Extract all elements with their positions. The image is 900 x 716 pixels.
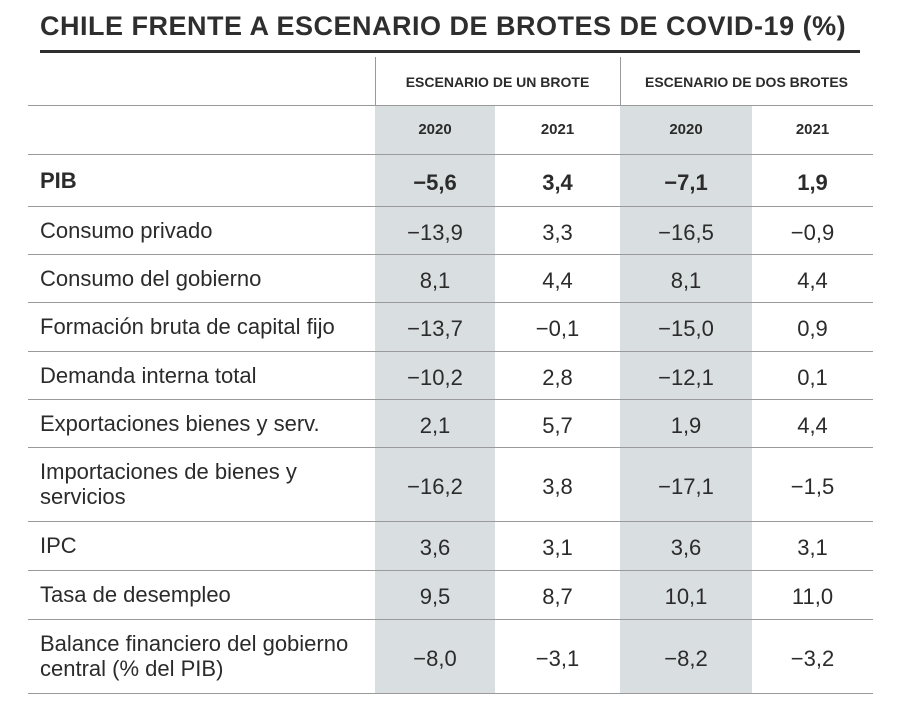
group-header-2: ESCENARIO DE DOS BROTES bbox=[644, 74, 849, 90]
row-rule bbox=[28, 302, 873, 303]
year-header-3: 2020 bbox=[669, 121, 703, 138]
group-divider bbox=[620, 57, 621, 105]
table-cell: −0,9 bbox=[790, 219, 835, 245]
group-divider bbox=[375, 57, 376, 105]
table-cell: 8,1 bbox=[670, 267, 702, 293]
row-label: Consumo privado bbox=[40, 217, 213, 243]
table-cell: −3,2 bbox=[790, 645, 835, 671]
table-cell: 4,4 bbox=[797, 412, 828, 438]
table-cell: −10,2 bbox=[407, 364, 463, 390]
year-header-4: 2021 bbox=[795, 121, 830, 138]
table-cell: −8,0 bbox=[413, 645, 457, 671]
row-rule bbox=[28, 570, 873, 571]
table-cell: 3,6 bbox=[419, 535, 451, 560]
table-cell: −13,7 bbox=[407, 316, 463, 341]
row-label: Importaciones de bienes y servicios bbox=[40, 459, 297, 509]
year-header-2: 2021 bbox=[540, 121, 575, 138]
row-label: Demanda interna total bbox=[40, 362, 257, 388]
row-rule bbox=[28, 693, 873, 694]
table-cell: 3,6 bbox=[670, 535, 702, 560]
table-cell: −7,1 bbox=[664, 169, 708, 195]
table-cell: −16,5 bbox=[658, 219, 714, 245]
row-label: Exportaciones bienes y serv. bbox=[40, 410, 320, 436]
year-header-1: 2020 bbox=[418, 121, 452, 138]
group-header-1: ESCENARIO DE UN BROTE bbox=[405, 74, 590, 90]
row-rule bbox=[28, 206, 873, 207]
table-cell: 2,8 bbox=[542, 364, 573, 390]
row-label: Balance financiero del gobierno central … bbox=[40, 631, 349, 681]
table-cell: 5,7 bbox=[542, 412, 573, 438]
table-cell: 3,8 bbox=[542, 473, 573, 499]
table-cell: 4,4 bbox=[797, 267, 828, 293]
table-cell: 8,7 bbox=[542, 584, 573, 609]
table-cell: 0,1 bbox=[797, 364, 828, 390]
table-cell: 10,1 bbox=[664, 584, 708, 609]
row-rule bbox=[28, 521, 873, 522]
table-cell: 9,5 bbox=[419, 584, 451, 609]
row-rule bbox=[28, 351, 873, 352]
table-cell: 0,9 bbox=[797, 316, 828, 341]
table-cell: 11,0 bbox=[791, 584, 834, 609]
table-cell: 3,1 bbox=[542, 535, 573, 560]
row-label: Formación bruta de capital fijo bbox=[40, 314, 335, 339]
row-rule bbox=[28, 254, 873, 255]
table-cell: −13,9 bbox=[407, 219, 463, 245]
table-cell: −17,1 bbox=[658, 473, 714, 499]
table-cell: 1,9 bbox=[670, 412, 702, 438]
table-cell: −15,0 bbox=[658, 316, 714, 341]
table-cell: −5,6 bbox=[413, 169, 457, 195]
table-cell: −8,2 bbox=[664, 645, 708, 671]
row-rule bbox=[28, 619, 873, 620]
table-cell: −0,1 bbox=[535, 316, 580, 341]
table-cell: 3,4 bbox=[542, 169, 573, 195]
row-label: Consumo del gobierno bbox=[40, 265, 262, 291]
row-rule bbox=[28, 399, 873, 400]
table-cell: 3,3 bbox=[542, 219, 573, 245]
table-cell: −3,1 bbox=[535, 645, 580, 671]
table-cell: 8,1 bbox=[419, 267, 451, 293]
chart-title: CHILE FRENTE A ESCENARIO DE BROTES DE CO… bbox=[40, 11, 847, 41]
table-cell: 4,4 bbox=[542, 267, 573, 293]
table-cell: −1,5 bbox=[790, 473, 835, 499]
row-rule bbox=[28, 154, 873, 155]
table-cell: 2,1 bbox=[419, 412, 451, 438]
row-label: IPC bbox=[40, 533, 77, 558]
row-rule bbox=[28, 105, 873, 106]
table-cell: −12,1 bbox=[658, 364, 714, 390]
row-rule bbox=[28, 447, 873, 448]
table-cell: −16,2 bbox=[407, 473, 463, 499]
table-cell: 1,9 bbox=[797, 169, 828, 195]
row-label: Tasa de desempleo bbox=[40, 582, 231, 607]
row-label: PIB bbox=[40, 167, 77, 193]
title-rule bbox=[40, 50, 860, 53]
table-cell: 3,1 bbox=[797, 535, 828, 560]
